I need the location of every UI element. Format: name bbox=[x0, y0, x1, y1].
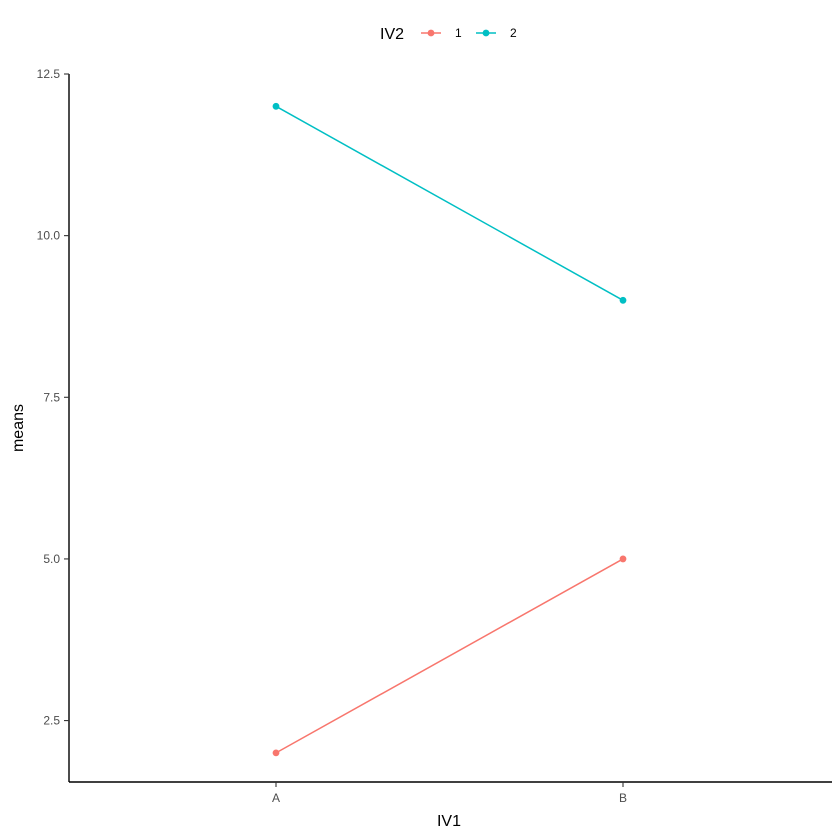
legend-key-point bbox=[427, 29, 435, 37]
y-axis-title: means bbox=[10, 404, 27, 452]
plot-area bbox=[272, 102, 627, 757]
series-2 bbox=[272, 102, 627, 304]
legend-key-point bbox=[482, 29, 490, 37]
y-tick-label: 12.5 bbox=[37, 67, 61, 81]
data-point bbox=[619, 296, 627, 304]
legend-title: IV2 bbox=[380, 26, 404, 43]
series-line bbox=[275, 105, 624, 301]
x-axis-title: IV1 bbox=[437, 813, 461, 830]
data-point bbox=[272, 102, 280, 110]
series-1 bbox=[272, 555, 627, 757]
series-line bbox=[275, 558, 624, 754]
x-tick-label: B bbox=[619, 791, 627, 805]
y-ticks: 2.5 5.0 7.5 10.0 12.5 bbox=[37, 67, 69, 728]
y-tick-label: 10.0 bbox=[37, 229, 61, 243]
y-tick-label: 2.5 bbox=[43, 714, 60, 728]
y-tick-label: 5.0 bbox=[43, 552, 60, 566]
series-layer bbox=[272, 102, 627, 757]
data-point bbox=[619, 555, 627, 563]
legend-item-2: 2 bbox=[476, 26, 517, 40]
x-tick-label: A bbox=[272, 791, 280, 805]
legend-label: 1 bbox=[455, 26, 462, 40]
legend-label: 2 bbox=[510, 26, 517, 40]
legend-item-1: 1 bbox=[421, 26, 462, 40]
data-point bbox=[272, 749, 280, 757]
y-tick-label: 7.5 bbox=[43, 390, 60, 404]
